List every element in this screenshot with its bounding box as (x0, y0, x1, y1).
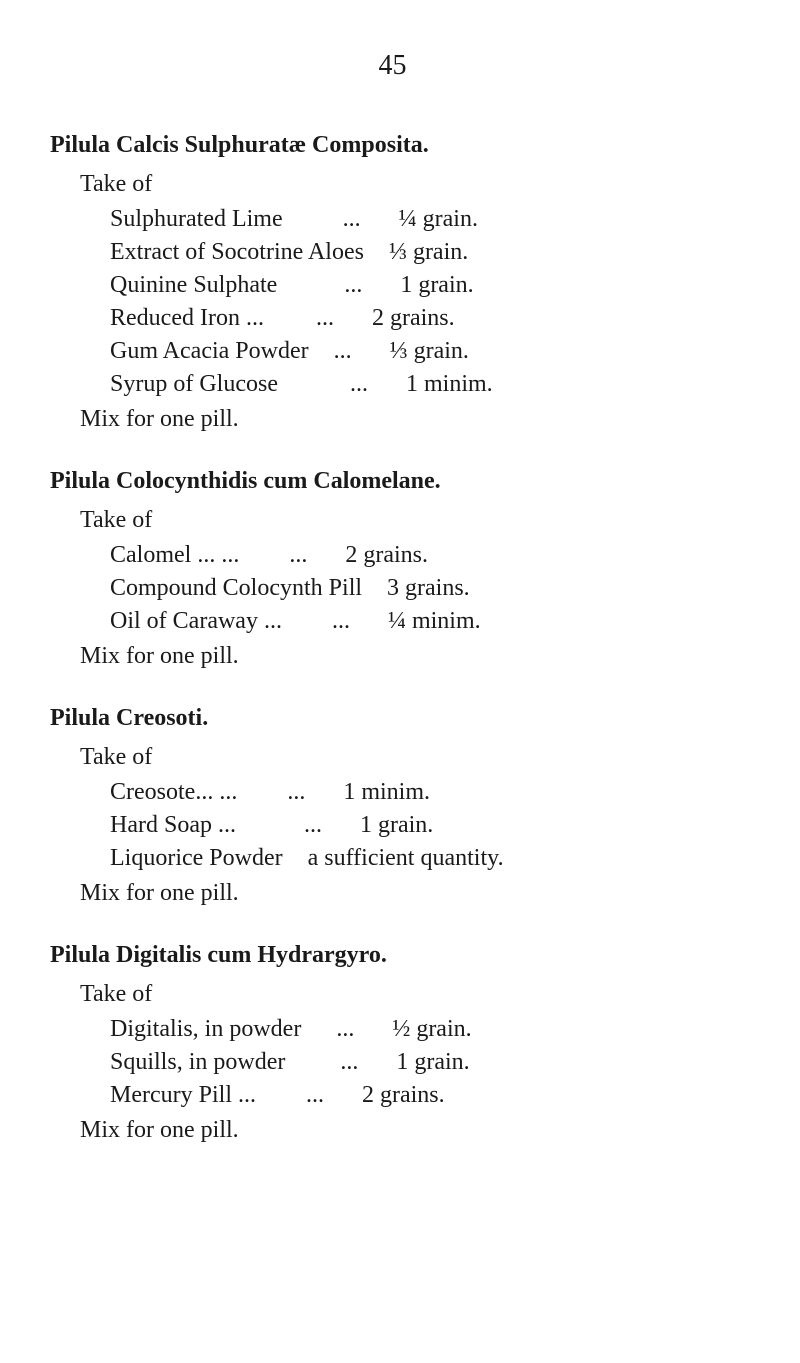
ingredient-row: Creosote... ... ... 1 minim. (110, 779, 735, 806)
ingredient-amount: ½ grain. (362, 1016, 471, 1043)
ingredient-row: Calomel ... ... ... 2 grains. (110, 542, 735, 569)
take-of-label: Take of (80, 744, 735, 771)
ingredient-amount: 1 grain. (330, 812, 433, 839)
ingredient-row: Liquorice Powder a sufficient quantity. (110, 845, 735, 872)
ingredient-name: Reduced Iron ... (110, 305, 264, 332)
ingredient-name: Squills, in powder (110, 1049, 285, 1076)
ingredient-amount: 2 grains. (315, 542, 428, 569)
ingredient-name: Gum Acacia Powder (110, 338, 309, 365)
mix-instruction: Mix for one pill. (80, 1117, 735, 1144)
take-of-label: Take of (80, 981, 735, 1008)
ingredient-row: Sulphurated Lime ... ¼ grain. (110, 206, 735, 233)
mix-instruction: Mix for one pill. (80, 406, 735, 433)
ingredient-amount: ¼ grain. (369, 206, 478, 233)
ingredient-row: Syrup of Glucose ... 1 minim. (110, 371, 735, 398)
recipe-section: Pilula Digitalis cum Hydrargyro. Take of… (50, 942, 735, 1144)
ingredient-name: Calomel ... ... (110, 542, 239, 569)
ingredient-name: Mercury Pill ... (110, 1082, 256, 1109)
ingredient-row: Gum Acacia Powder ... ⅓ grain. (110, 338, 735, 365)
ingredient-row: Reduced Iron ... ... 2 grains. (110, 305, 735, 332)
ingredient-dots: ... (283, 206, 369, 233)
recipe-title: Pilula Creosoti. (50, 705, 735, 732)
ingredient-name: Oil of Caraway ... (110, 608, 282, 635)
recipe-title: Pilula Calcis Sulphuratæ Composita. (50, 132, 735, 159)
ingredient-name: Sulphurated Lime (110, 206, 283, 233)
mix-instruction: Mix for one pill. (80, 643, 735, 670)
ingredient-amount: ⅓ grain. (364, 239, 468, 266)
ingredient-amount: 2 grains. (342, 305, 455, 332)
ingredient-name: Syrup of Glucose (110, 371, 278, 398)
page-number: 45 (50, 50, 735, 82)
recipe-section: Pilula Calcis Sulphuratæ Composita. Take… (50, 132, 735, 433)
ingredient-name: Quinine Sulphate (110, 272, 277, 299)
ingredient-name: Digitalis, in powder (110, 1016, 301, 1043)
ingredient-row: Mercury Pill ... ... 2 grains. (110, 1082, 735, 1109)
ingredient-name: Liquorice Powder (110, 845, 308, 872)
ingredient-amount: 1 grain. (370, 272, 473, 299)
ingredient-row: Oil of Caraway ... ... ¼ minim. (110, 608, 735, 635)
ingredient-dots: ... (278, 371, 376, 398)
ingredient-amount: ¼ minim. (358, 608, 481, 635)
ingredient-dots: ... (264, 305, 342, 332)
ingredient-name: Compound Colocynth Pill (110, 575, 362, 602)
ingredient-amount: ⅓ grain. (360, 338, 469, 365)
recipe-title: Pilula Colocynthidis cum Calomelane. (50, 468, 735, 495)
ingredient-amount: a sufficient quantity. (308, 845, 504, 872)
ingredient-amount: 2 grains. (332, 1082, 445, 1109)
recipe-section: Pilula Creosoti. Take of Creosote... ...… (50, 705, 735, 907)
take-of-label: Take of (80, 507, 735, 534)
ingredient-amount: 3 grains. (362, 575, 470, 602)
ingredient-dots: ... (236, 812, 330, 839)
ingredient-dots: ... (237, 779, 313, 806)
ingredient-row: Quinine Sulphate ... 1 grain. (110, 272, 735, 299)
ingredient-dots: ... (301, 1016, 362, 1043)
ingredient-row: Hard Soap ... ... 1 grain. (110, 812, 735, 839)
take-of-label: Take of (80, 171, 735, 198)
ingredient-amount: 1 grain. (366, 1049, 469, 1076)
recipe-title: Pilula Digitalis cum Hydrargyro. (50, 942, 735, 969)
ingredient-dots: ... (309, 338, 360, 365)
ingredient-name: Extract of Socotrine Aloes (110, 239, 364, 266)
ingredient-dots: ... (277, 272, 370, 299)
ingredient-dots: ... (285, 1049, 366, 1076)
ingredient-row: Squills, in powder ... 1 grain. (110, 1049, 735, 1076)
recipe-section: Pilula Colocynthidis cum Calomelane. Tak… (50, 468, 735, 670)
ingredient-dots: ... (239, 542, 315, 569)
ingredient-amount: 1 minim. (376, 371, 493, 398)
ingredient-row: Digitalis, in powder ... ½ grain. (110, 1016, 735, 1043)
ingredient-dots: ... (256, 1082, 332, 1109)
ingredient-amount: 1 minim. (313, 779, 430, 806)
ingredient-row: Extract of Socotrine Aloes ⅓ grain. (110, 239, 735, 266)
ingredient-name: Hard Soap ... (110, 812, 236, 839)
ingredient-row: Compound Colocynth Pill 3 grains. (110, 575, 735, 602)
ingredient-name: Creosote... ... (110, 779, 237, 806)
ingredient-dots: ... (282, 608, 358, 635)
mix-instruction: Mix for one pill. (80, 880, 735, 907)
